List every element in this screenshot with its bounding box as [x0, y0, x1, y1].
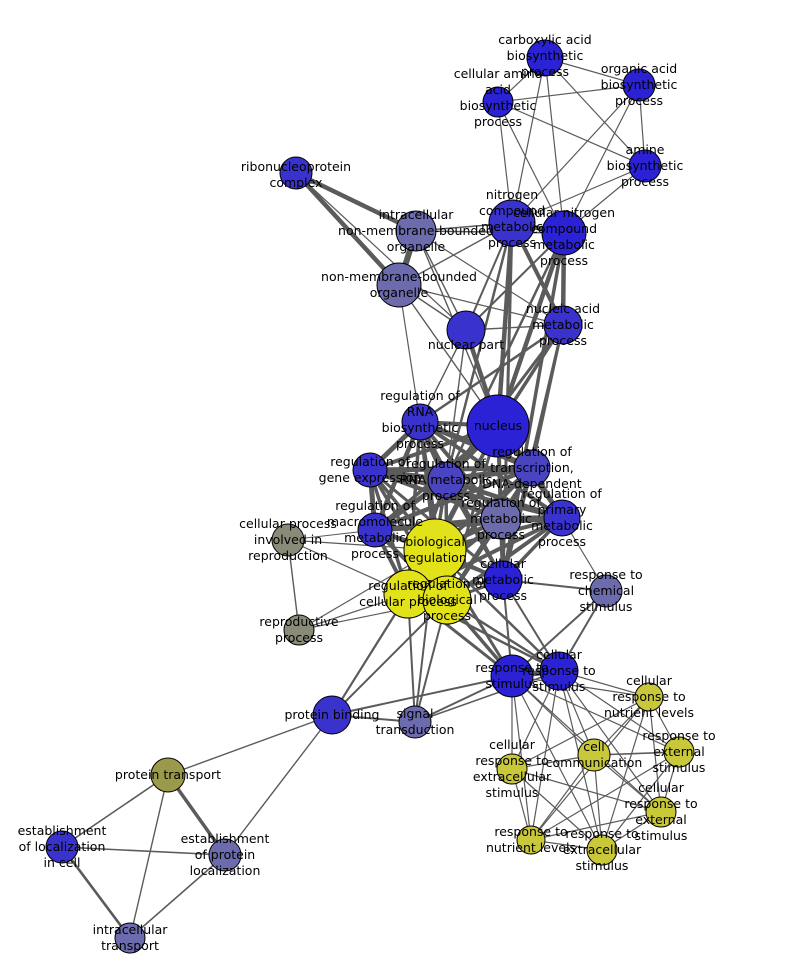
- graph-edge: [511, 768, 603, 851]
- graph-node[interactable]: [490, 654, 534, 698]
- graph-edge: [415, 230, 564, 326]
- graph-edge: [511, 57, 546, 224]
- graph-edge: [530, 323, 565, 470]
- graph-edge: [293, 170, 402, 288]
- graph-node[interactable]: [352, 452, 388, 488]
- graph-node[interactable]: [376, 262, 422, 308]
- graph-node[interactable]: [271, 523, 305, 557]
- graph-node[interactable]: [496, 753, 528, 785]
- graph-node[interactable]: [45, 830, 79, 864]
- graph-edge: [293, 170, 419, 234]
- graph-edge: [129, 774, 169, 939]
- graph-node[interactable]: [482, 86, 514, 118]
- graph-node[interactable]: [312, 695, 352, 735]
- graph-node[interactable]: [208, 838, 242, 872]
- graph-edge: [368, 468, 564, 520]
- graph-edge: [415, 230, 565, 234]
- labels-layer: carboxylic acid biosynthetic process organi…: [18, 32, 716, 953]
- graph-edge: [530, 670, 560, 841]
- graph-node[interactable]: [446, 310, 486, 350]
- graph-node[interactable]: [427, 461, 465, 499]
- graph-edge: [601, 751, 680, 851]
- graph-edge: [418, 323, 565, 424]
- edges-layer: [60, 57, 680, 940]
- graph-node[interactable]: [279, 156, 313, 190]
- graph-node[interactable]: [539, 651, 579, 691]
- graph-node[interactable]: [516, 825, 546, 855]
- graph-node[interactable]: [488, 199, 536, 247]
- graph-node[interactable]: [114, 922, 146, 954]
- graph-edge: [511, 696, 650, 770]
- graph-node[interactable]: [483, 560, 523, 600]
- graph-node[interactable]: [480, 498, 522, 540]
- graph-edge: [544, 57, 646, 167]
- graph-node[interactable]: [543, 305, 583, 345]
- graph-node[interactable]: [541, 210, 587, 256]
- graph-node[interactable]: [513, 449, 551, 487]
- graph-edge: [601, 696, 650, 851]
- graph-edge: [497, 101, 646, 167]
- graph-edge: [60, 845, 132, 940]
- graph-edge: [497, 84, 640, 103]
- graph-node[interactable]: [422, 575, 472, 625]
- graph-node[interactable]: [645, 796, 677, 828]
- graph-node[interactable]: [628, 149, 662, 183]
- graph-edge: [648, 696, 662, 813]
- graph-edge: [414, 670, 560, 723]
- graph-edge: [61, 774, 169, 848]
- graph-node[interactable]: [466, 394, 530, 458]
- graph-edge: [558, 670, 680, 753]
- graph-edge: [495, 230, 567, 429]
- graph-node[interactable]: [526, 39, 564, 77]
- graph-node[interactable]: [283, 614, 315, 646]
- graph-node[interactable]: [622, 68, 656, 102]
- graph-node[interactable]: [577, 738, 611, 772]
- graph-edge: [511, 84, 640, 224]
- graph-node[interactable]: [589, 574, 623, 608]
- graph-edge: [331, 675, 513, 716]
- graph-edge: [167, 714, 333, 776]
- graph-node[interactable]: [663, 736, 695, 768]
- graph-edge: [511, 768, 662, 813]
- graph-edge: [465, 232, 565, 331]
- graph-node[interactable]: [357, 512, 393, 548]
- graph-edge: [497, 101, 565, 234]
- graph-edge: [129, 854, 226, 939]
- graph-node[interactable]: [401, 403, 439, 441]
- graph-edge: [511, 675, 680, 753]
- graph-edge: [558, 670, 662, 813]
- graph-edge: [530, 754, 595, 841]
- graph-edge: [295, 172, 467, 331]
- graph-edge: [331, 599, 448, 716]
- graph-node[interactable]: [150, 757, 186, 793]
- graph-edge: [398, 284, 421, 423]
- graph-node[interactable]: [634, 682, 664, 712]
- graph-node[interactable]: [398, 705, 432, 739]
- graph-edge: [563, 84, 640, 234]
- graph-node[interactable]: [395, 210, 437, 252]
- graph-edge: [530, 811, 662, 841]
- graph-edge: [544, 57, 565, 234]
- graph-edge: [398, 284, 564, 326]
- graph-edge: [511, 675, 603, 851]
- graph-edge: [224, 714, 333, 856]
- graph-edge: [61, 846, 226, 856]
- graph-node[interactable]: [586, 834, 618, 866]
- graph-edge: [511, 165, 646, 224]
- nodes-layer[interactable]: [45, 39, 695, 954]
- graph-node[interactable]: [543, 499, 581, 537]
